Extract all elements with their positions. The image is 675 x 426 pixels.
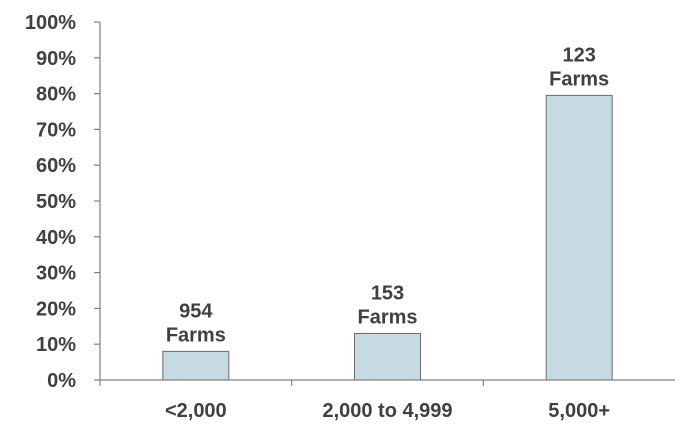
y-tick-label: 70% — [36, 119, 76, 141]
y-tick-label: 80% — [36, 84, 76, 106]
bar-data-label: 123 — [562, 44, 595, 66]
y-axis: 0% 10% 20% 30% 40% 50% 60% 70% 80% 90% 100% — [25, 12, 101, 392]
bar-data-label: Farms — [357, 306, 417, 328]
y-tick-label: 30% — [36, 263, 76, 285]
bar-data-label: Farms — [549, 68, 609, 90]
bar-data-label: Farms — [166, 324, 226, 346]
x-category-label: <2,000 — [165, 400, 227, 422]
bars — [162, 94, 613, 381]
bar — [354, 332, 421, 381]
bar — [545, 94, 613, 381]
x-category-label: 5,000+ — [548, 400, 610, 422]
x-category-label: 2,000 to 4,999 — [322, 400, 452, 422]
y-tick-label: 0% — [47, 370, 76, 392]
y-tick-label: 10% — [36, 334, 76, 356]
y-tick-label: 60% — [36, 155, 76, 177]
y-tick-label: 20% — [36, 298, 76, 320]
y-tick-label: 50% — [36, 191, 76, 213]
bar-data-label: 954 — [179, 300, 213, 322]
x-axis: <2,000 2,000 to 4,999 5,000+ — [99, 379, 675, 422]
y-tick-label: 100% — [25, 12, 76, 34]
y-tick-label: 90% — [36, 48, 76, 70]
bar-data-label: 153 — [371, 282, 404, 304]
bar — [162, 350, 230, 381]
y-tick-label: 40% — [36, 227, 76, 249]
